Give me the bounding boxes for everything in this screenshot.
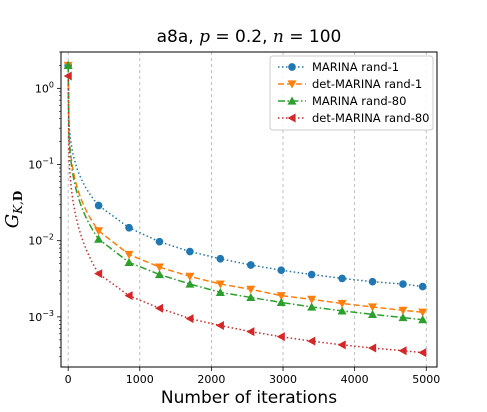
- point-s1-8: [307, 295, 317, 304]
- x-axis-label: Number of iterations: [161, 388, 337, 408]
- point-s2-12: [418, 315, 428, 324]
- legend-label-3: det-MARINA rand-80: [312, 111, 429, 125]
- series-line-3: [67, 76, 423, 354]
- point-s3-7: [276, 332, 285, 342]
- y-tick-label-2: 10−1: [28, 157, 54, 172]
- point-s2-6: [246, 292, 256, 302]
- point-s1-5: [215, 280, 225, 289]
- point-s3-2: [124, 291, 133, 301]
- point-s2-11: [398, 313, 408, 322]
- point-s3-0: [63, 71, 72, 81]
- point-s0-6: [246, 261, 255, 269]
- point-s0-2: [125, 223, 133, 232]
- x-tick-label-0: 0: [65, 373, 72, 386]
- point-s0-9: [338, 274, 346, 283]
- legend-label-0: MARINA rand-1: [312, 60, 399, 74]
- series-line-0: [67, 65, 423, 288]
- series-lines: [63, 60, 428, 358]
- point-s2-9: [337, 306, 347, 315]
- point-s0-5: [216, 254, 225, 263]
- series-line-2: [67, 65, 423, 321]
- x-tick-label-1: 1000: [126, 373, 154, 386]
- point-s2-3: [154, 270, 164, 279]
- point-s1-11: [398, 306, 408, 315]
- x-tick-label-2: 2000: [197, 373, 225, 386]
- legend-marker-0: [288, 63, 296, 71]
- point-s3-4: [185, 314, 194, 324]
- chart-title: a8a, p = 0.2, n = 100: [157, 27, 342, 47]
- point-s1-6: [246, 285, 256, 294]
- point-s1-12: [418, 308, 428, 317]
- grid: [67, 52, 427, 367]
- point-s1-1: [94, 227, 104, 236]
- point-s0-8: [307, 270, 316, 279]
- point-s3-5: [215, 321, 224, 331]
- legend-marker-1: [287, 80, 297, 89]
- point-s3-8: [307, 336, 316, 346]
- point-s2-8: [307, 302, 317, 311]
- x-tick-label-5: 5000: [412, 373, 440, 386]
- point-s0-3: [155, 237, 164, 246]
- legend-label-2: MARINA rand-80: [312, 94, 406, 108]
- point-s2-2: [124, 257, 134, 266]
- point-s0-4: [186, 247, 194, 256]
- point-s3-1: [94, 269, 103, 279]
- point-s0-10: [368, 277, 377, 286]
- x-tick-label-3: 3000: [269, 373, 297, 386]
- point-s2-0: [63, 60, 73, 70]
- point-s2-10: [368, 309, 378, 318]
- y-tick-label-0: 10−3: [28, 309, 54, 324]
- legend: MARINA rand-1 det-MARINA rand-1 MARINA ran…: [269, 55, 434, 131]
- plot-frame: [60, 51, 438, 368]
- point-s2-7: [276, 297, 286, 307]
- point-s3-3: [154, 303, 164, 313]
- point-s1-2: [124, 250, 134, 259]
- point-s0-12: [418, 282, 427, 291]
- y-tick-label-3: 100: [35, 80, 54, 95]
- legend-box: [269, 55, 434, 131]
- point-s2-4: [185, 279, 195, 288]
- point-s3-6: [246, 327, 255, 337]
- point-s0-7: [277, 266, 286, 275]
- x-axis: 0 1000 2000 3000 4000 5000: [65, 367, 440, 386]
- x-tick-label-4: 4000: [341, 373, 369, 386]
- point-s2-1: [94, 234, 104, 243]
- legend-marker-3: [287, 113, 296, 123]
- series-line-1: [67, 65, 423, 314]
- point-s1-3: [154, 263, 164, 272]
- point-s3-10: [368, 343, 377, 353]
- point-s0-11: [399, 280, 407, 288]
- point-s3-11: [398, 346, 407, 356]
- legend-marker-2: [287, 96, 297, 105]
- point-s1-4: [185, 272, 195, 281]
- legend-label-1: det-MARINA rand-1: [312, 77, 422, 91]
- point-s1-10: [368, 303, 378, 312]
- point-s1-9: [337, 299, 347, 308]
- point-s1-7: [276, 292, 286, 301]
- point-s2-5: [215, 287, 225, 296]
- point-s0-1: [94, 201, 103, 210]
- point-s3-12: [418, 348, 427, 358]
- point-s3-9: [337, 340, 346, 350]
- y-axis: 10−3 10−2 10−1 100: [28, 51, 61, 358]
- y-axis-label: GK,D: [2, 191, 25, 229]
- y-tick-label-1: 10−2: [28, 233, 54, 248]
